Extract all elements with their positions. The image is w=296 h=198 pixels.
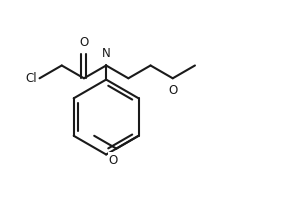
Text: N: N [102, 47, 110, 60]
Text: O: O [168, 84, 177, 97]
Text: O: O [79, 36, 89, 49]
Text: O: O [109, 153, 118, 167]
Text: Cl: Cl [25, 72, 37, 85]
